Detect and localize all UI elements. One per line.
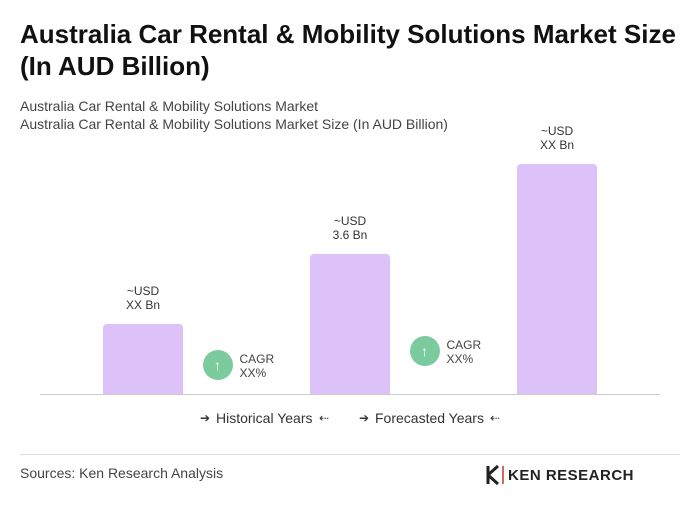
logo: KEN RESEARCH (486, 464, 634, 486)
bar (517, 164, 597, 394)
bar (310, 253, 390, 394)
separator (20, 454, 680, 455)
chart-title: Australia Car Rental & Mobility Solution… (20, 19, 676, 81)
cagr-icon: ↑ (409, 336, 440, 366)
bar (103, 323, 183, 394)
arrow: ➔ (359, 411, 370, 425)
arrow: ➔ (200, 411, 211, 425)
period-label: Historical Years (216, 410, 313, 426)
arrow: ⇠ (319, 411, 330, 425)
cagr-label: CAGR XX% (446, 338, 482, 366)
subtitle: Australia Car Rental & Mobility Solution… (20, 98, 319, 114)
subtitle: Australia Car Rental & Mobility Solution… (20, 116, 448, 132)
period-label: Forecasted Years (375, 410, 484, 426)
baseline (40, 394, 660, 395)
logo-text: KEN RESEARCH (508, 467, 634, 484)
cagr-label: CAGR XX% (239, 352, 275, 380)
value-label: ~USD XX Bn (539, 124, 575, 152)
source: Sources: Ken Research Analysis (20, 465, 224, 481)
arrow: ⇠ (490, 411, 501, 425)
cagr-icon: ↑ (202, 350, 233, 380)
value-label: ~USD 3.6 Bn (332, 213, 368, 242)
value-label: ~USD XX Bn (125, 283, 161, 312)
